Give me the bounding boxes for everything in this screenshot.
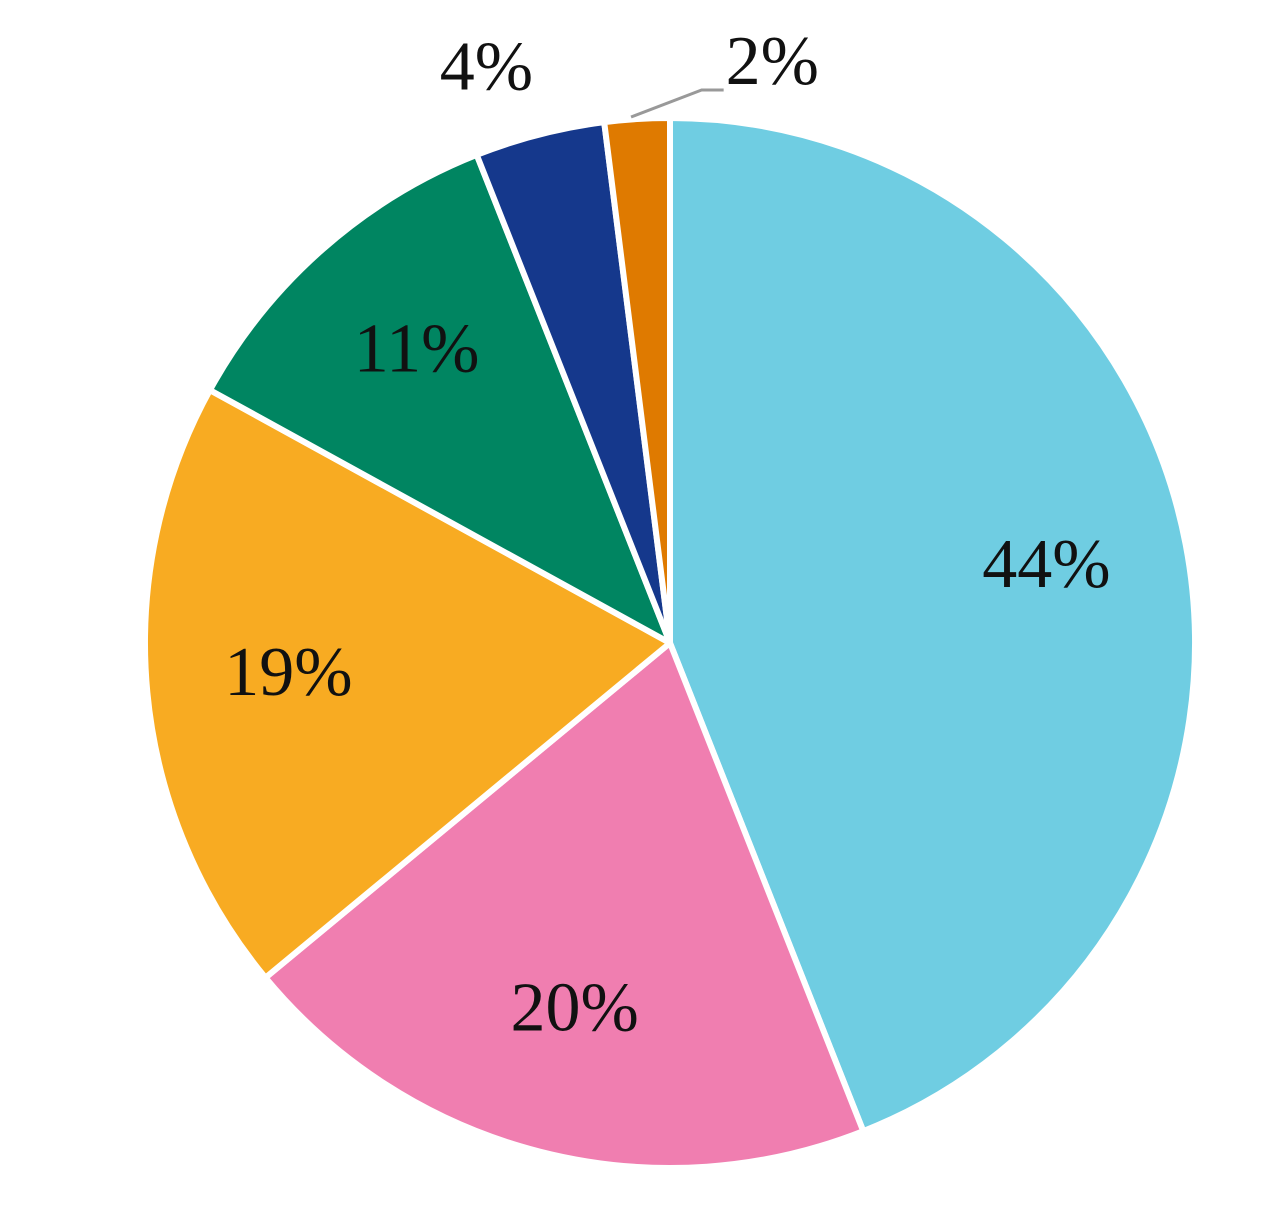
pie-slice <box>262 640 867 1171</box>
data-label: 2% <box>726 23 819 100</box>
data-label: 19% <box>224 634 352 711</box>
pie-slice <box>206 151 673 646</box>
pie-slice <box>601 115 673 646</box>
leader-line <box>630 88 724 119</box>
data-label: 4% <box>440 29 533 106</box>
data-label: 11% <box>354 311 480 388</box>
pie-slice <box>142 387 673 981</box>
pie-slice <box>667 115 1198 1135</box>
data-label: 44% <box>982 526 1110 603</box>
data-label: 20% <box>511 969 639 1046</box>
